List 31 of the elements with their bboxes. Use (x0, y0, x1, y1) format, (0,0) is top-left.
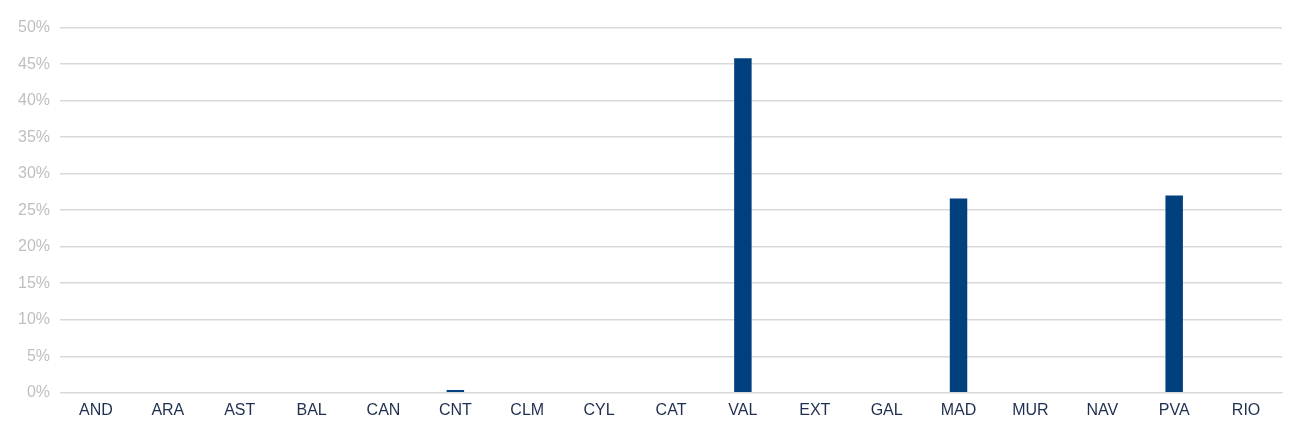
x-tick-label: CAT (655, 400, 687, 418)
x-tick-label: EXT (799, 400, 831, 418)
x-tick-label: RIO (1231, 400, 1261, 418)
x-tick-label: GAL (870, 400, 903, 418)
y-tick-label: 20% (17, 237, 51, 255)
x-tick-label: MUR (1012, 400, 1049, 418)
y-tick-label: 50% (17, 18, 51, 36)
y-tick-label: 40% (17, 91, 51, 109)
x-tick-label: CLM (510, 400, 545, 418)
y-tick-label: 25% (17, 200, 51, 218)
x-tick-label: NAV (1086, 400, 1119, 418)
y-tick-label: 15% (17, 273, 51, 291)
y-tick-label: 35% (17, 127, 51, 145)
y-tick-label: 5% (26, 346, 51, 364)
bar (734, 58, 752, 393)
y-tick-label: 30% (17, 164, 51, 182)
x-tick-label: MAD (940, 400, 977, 418)
y-tick-label: 10% (17, 310, 51, 328)
x-tick-label: PVA (1158, 400, 1190, 418)
x-tick-label: CYL (583, 400, 615, 418)
x-tick-label: AST (224, 400, 256, 418)
x-tick-label: VAL (728, 400, 758, 418)
x-tick-label: CNT (438, 400, 473, 418)
x-tick-label: AND (79, 400, 113, 418)
x-tick-label: CAN (366, 400, 401, 418)
y-tick-label: 0% (26, 383, 51, 401)
x-tick-label: BAL (296, 400, 327, 418)
bar (949, 198, 968, 393)
bar (1165, 195, 1183, 393)
y-tick-label: 45% (17, 54, 51, 72)
x-tick-label: ARA (151, 400, 185, 418)
